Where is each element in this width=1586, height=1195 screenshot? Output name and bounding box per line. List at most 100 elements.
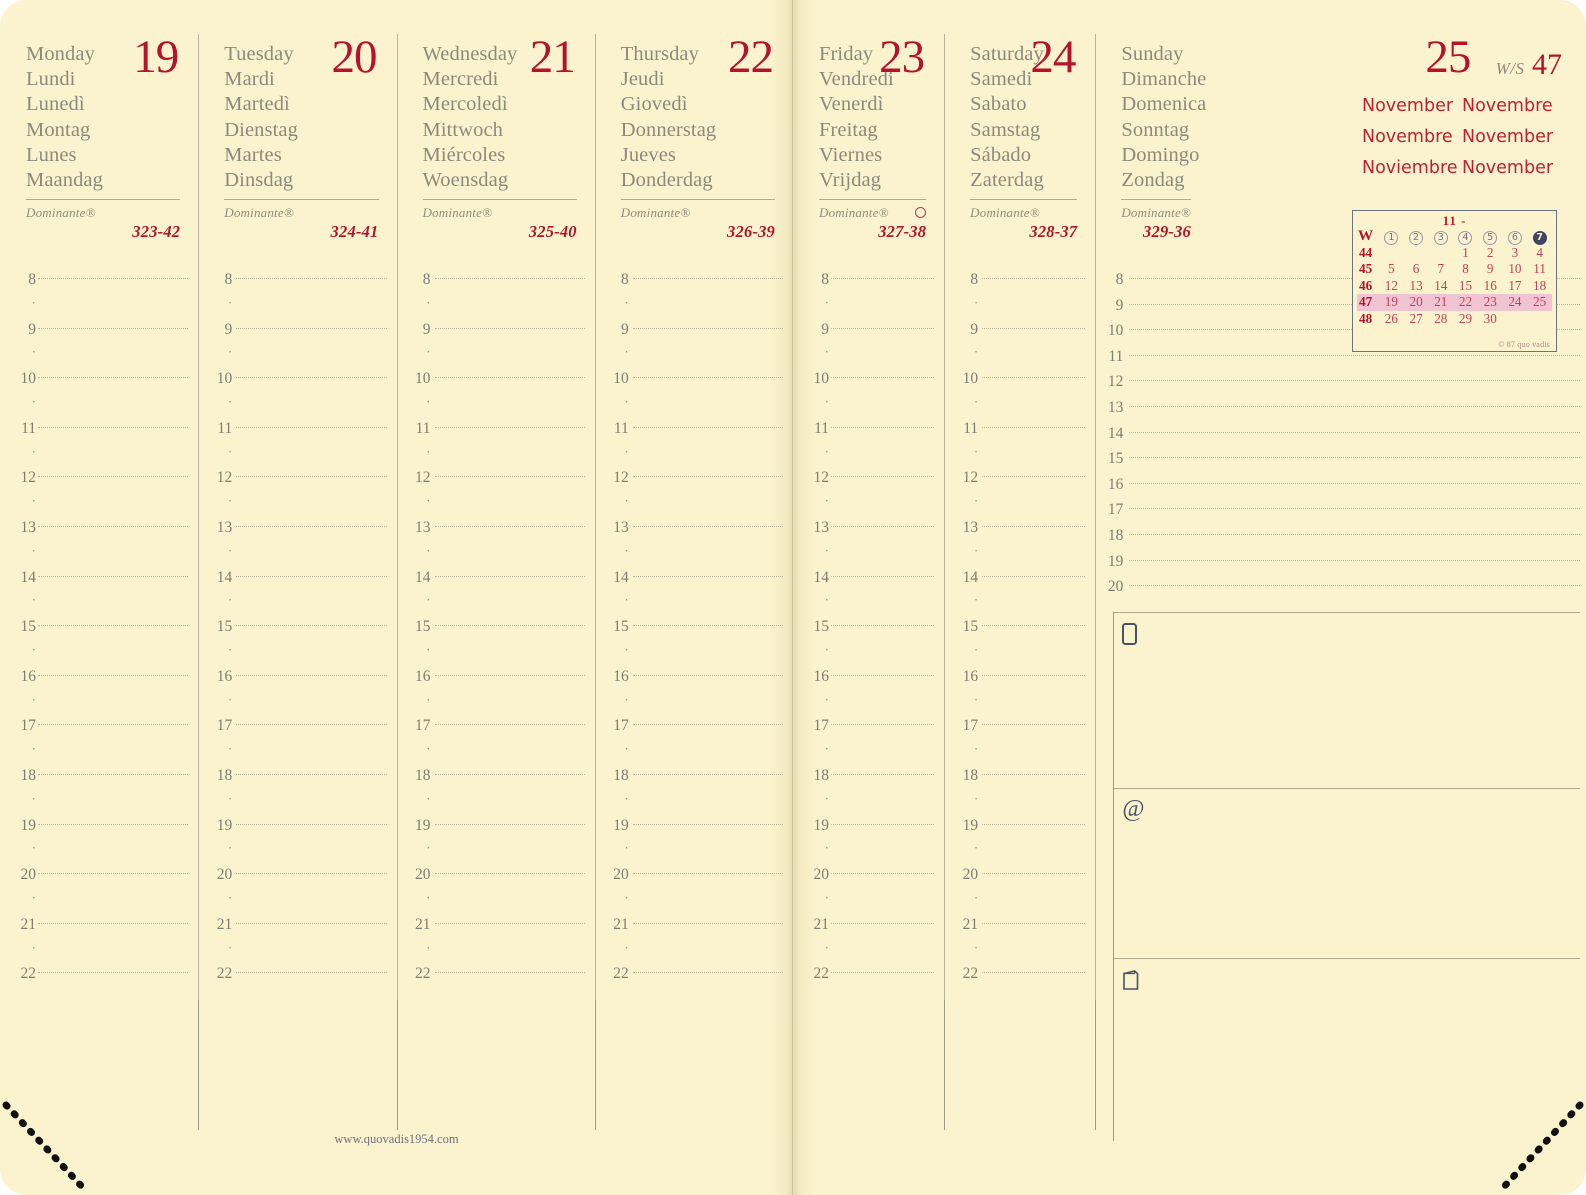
hour-row[interactable]: 17 — [198, 717, 396, 749]
hour-row[interactable]: 12 — [595, 469, 793, 501]
writing-line[interactable] — [632, 278, 783, 279]
hour-row[interactable]: 20 — [1095, 578, 1586, 611]
half-hour-row[interactable]: · — [793, 543, 944, 576]
hour-row[interactable]: 16 — [944, 668, 1095, 700]
writing-line[interactable] — [1129, 482, 1580, 484]
writing-line[interactable] — [434, 922, 585, 924]
half-hour-row[interactable]: · — [595, 791, 793, 824]
half-hour-row[interactable]: · — [198, 940, 396, 973]
hour-row[interactable]: 17 — [944, 717, 1095, 749]
hour-row[interactable]: 19 — [0, 817, 198, 849]
writing-line[interactable] — [831, 674, 935, 676]
writing-line[interactable] — [38, 426, 189, 428]
writing-line[interactable] — [1129, 354, 1580, 356]
half-hour-row[interactable]: · — [944, 940, 1095, 973]
hour-row[interactable]: 15 — [0, 618, 198, 650]
notes-block-email[interactable]: @ — [1114, 788, 1580, 958]
half-hour-row[interactable]: · — [0, 444, 198, 477]
mini-calendar-day[interactable]: 7 — [1437, 261, 1445, 277]
half-hour-row[interactable]: · — [397, 940, 595, 973]
writing-line[interactable] — [1129, 405, 1580, 407]
half-hour-row[interactable]: · — [198, 344, 396, 377]
half-hour-row[interactable]: · — [0, 543, 198, 576]
half-hour-row[interactable]: · — [944, 692, 1095, 725]
hour-row[interactable]: 12 — [1095, 373, 1586, 406]
hour-row[interactable]: 10 — [198, 370, 396, 402]
half-hour-row[interactable]: · — [944, 741, 1095, 774]
half-hour-row[interactable]: · — [198, 394, 396, 427]
hour-row[interactable]: 13 — [595, 519, 793, 551]
hour-row[interactable]: 22 — [793, 965, 944, 997]
hour-row[interactable]: 18 — [595, 767, 793, 799]
hour-row[interactable]: 18 — [944, 767, 1095, 799]
writing-line[interactable] — [982, 823, 1086, 825]
hour-row[interactable]: 8 — [0, 271, 198, 303]
mini-calendar-day[interactable]: 30 — [1483, 310, 1497, 326]
hour-row[interactable]: 18 — [198, 767, 396, 799]
hour-row[interactable]: 15 — [944, 618, 1095, 650]
writing-line[interactable] — [236, 426, 387, 428]
mini-calendar-day[interactable]: 24 — [1502, 294, 1528, 311]
notes-block-memo[interactable] — [1114, 958, 1580, 1118]
day-column-friday[interactable]: 23 Friday Vendredi Venerdì Freitag Viern… — [793, 0, 944, 1195]
hour-row[interactable]: 17 — [1095, 501, 1586, 534]
writing-line[interactable] — [434, 625, 585, 627]
hour-row[interactable]: 16 — [595, 668, 793, 700]
hour-row[interactable]: 15 — [198, 618, 396, 650]
half-hour-row[interactable]: · — [793, 940, 944, 973]
hour-row[interactable]: 9 — [198, 321, 396, 353]
hour-row[interactable]: 20 — [793, 866, 944, 898]
writing-line[interactable] — [1129, 508, 1580, 510]
hour-row[interactable]: 9 — [595, 321, 793, 353]
half-hour-row[interactable]: · — [595, 543, 793, 576]
half-hour-row[interactable]: · — [595, 940, 793, 973]
half-hour-row[interactable]: · — [793, 642, 944, 675]
half-hour-row[interactable]: · — [0, 493, 198, 526]
hour-grid[interactable]: 8 · 9 · 10 · 11 · 12 · 13 · 14 · 15 · 16 · 17 · 18 · 19 · 20 · 21 ·… — [944, 271, 1095, 997]
hour-row[interactable]: 8 — [793, 271, 944, 303]
half-hour-row[interactable]: · — [198, 592, 396, 625]
writing-line[interactable] — [982, 972, 1086, 974]
hour-row[interactable]: 19 — [198, 817, 396, 849]
writing-line[interactable] — [632, 972, 783, 974]
mini-calendar-day[interactable]: 1 — [1462, 245, 1469, 260]
half-hour-row[interactable]: · — [0, 394, 198, 427]
half-hour-row[interactable]: · — [397, 642, 595, 675]
hour-row[interactable]: 17 — [0, 717, 198, 749]
hour-grid[interactable]: 8 · 9 · 10 · 11 · 12 · 13 · 14 · 15 · 16 · 17 · 18 · 19 · 20 · 21 ·… — [198, 271, 396, 997]
mini-calendar-day[interactable]: 10 — [1508, 261, 1522, 277]
hour-row[interactable]: 22 — [595, 965, 793, 997]
hour-grid[interactable]: 8 · 9 · 10 · 11 · 12 · 13 · 14 · 15 · 16 · 17 · 18 · 19 · 20 · 21 ·… — [397, 271, 595, 997]
writing-line[interactable] — [632, 773, 783, 775]
writing-line[interactable] — [831, 724, 935, 726]
half-hour-row[interactable]: · — [793, 791, 944, 824]
half-hour-row[interactable]: · — [595, 344, 793, 377]
hour-row[interactable]: 17 — [793, 717, 944, 749]
half-hour-row[interactable]: · — [793, 295, 944, 328]
writing-line[interactable] — [38, 922, 189, 924]
hour-row[interactable]: 18 — [397, 767, 595, 799]
writing-line[interactable] — [982, 525, 1086, 527]
writing-line[interactable] — [434, 426, 585, 428]
half-hour-row[interactable]: · — [198, 493, 396, 526]
half-hour-row[interactable]: · — [397, 592, 595, 625]
half-hour-row[interactable]: · — [793, 344, 944, 377]
writing-line[interactable] — [1129, 533, 1580, 535]
half-hour-row[interactable]: · — [0, 890, 198, 923]
hour-row[interactable]: 19 — [595, 817, 793, 849]
writing-line[interactable] — [831, 426, 935, 428]
writing-line[interactable] — [831, 972, 935, 974]
half-hour-row[interactable]: · — [793, 741, 944, 774]
half-hour-row[interactable]: · — [944, 543, 1095, 576]
writing-line[interactable] — [632, 724, 783, 726]
writing-line[interactable] — [1129, 457, 1580, 459]
writing-line[interactable] — [434, 476, 585, 478]
mini-calendar-day[interactable]: 22 — [1453, 294, 1478, 311]
writing-line[interactable] — [632, 823, 783, 825]
hour-row[interactable]: 9 — [0, 321, 198, 353]
writing-line[interactable] — [982, 724, 1086, 726]
hour-row[interactable]: 10 — [793, 370, 944, 402]
half-hour-row[interactable]: · — [944, 791, 1095, 824]
half-hour-row[interactable]: · — [595, 394, 793, 427]
mini-calendar-day[interactable]: 13 — [1409, 277, 1423, 293]
